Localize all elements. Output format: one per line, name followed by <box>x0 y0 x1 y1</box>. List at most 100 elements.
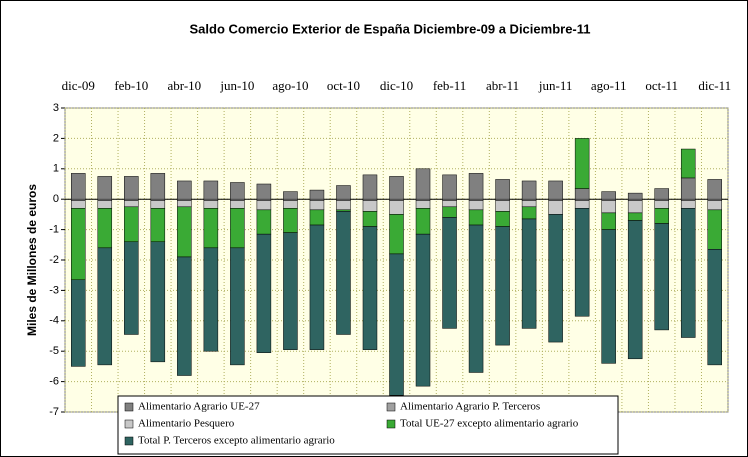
chart-title: Saldo Comercio Exterior de España Diciem… <box>190 21 591 36</box>
bar-segment <box>548 200 563 215</box>
x-tick-label: oct-11 <box>645 78 678 93</box>
bar-segment <box>654 223 669 331</box>
bar-segment <box>177 200 192 208</box>
bar-segment <box>389 214 404 255</box>
bar-segment <box>177 206 192 258</box>
legend-swatch <box>124 402 134 412</box>
bar-segment <box>336 185 351 200</box>
bar-segment <box>283 232 298 350</box>
y-tick-label: -7 <box>49 406 59 418</box>
bar-segment <box>654 208 669 224</box>
y-tick-label: 1 <box>53 163 59 175</box>
legend-swatch <box>124 436 134 446</box>
x-tick-label: feb-10 <box>114 78 148 93</box>
y-tick-label: -6 <box>49 376 59 388</box>
bar-segment <box>309 209 325 226</box>
legend-label: Alimentario Agrario P. Terceros <box>400 401 540 413</box>
y-tick-label: -5 <box>49 345 59 357</box>
y-tick-label: -2 <box>49 254 59 266</box>
x-tick-label: oct-10 <box>327 78 360 93</box>
bar-segment <box>177 180 192 200</box>
bar-segment <box>442 217 457 329</box>
bar-segment <box>203 180 219 200</box>
bar-segment <box>230 247 245 366</box>
bar-segment <box>680 200 696 209</box>
bar-segment <box>97 247 113 366</box>
bar-segment <box>362 174 378 200</box>
bar-segment <box>442 200 457 208</box>
bar-segment <box>601 191 616 200</box>
bar-segment <box>203 247 219 352</box>
bar-segment <box>283 200 298 209</box>
bar-segment <box>336 200 351 211</box>
bar-segment <box>256 233 272 353</box>
bar-segment <box>283 208 298 233</box>
bar-segment <box>680 177 696 200</box>
bar-segment <box>442 206 457 218</box>
bar-segment <box>707 179 722 200</box>
x-tick-label: feb-11 <box>433 78 466 93</box>
bar-segment <box>627 192 643 200</box>
legend-label: Total P. Terceros excepto alimentario ag… <box>138 435 335 447</box>
bar-segment <box>362 200 378 212</box>
bar-segment <box>574 200 590 209</box>
legend-label: Alimentario Pesquero <box>138 418 235 430</box>
x-tick-label: abr-10 <box>168 78 202 93</box>
bar-segment <box>495 179 510 200</box>
bar-segment <box>203 208 219 249</box>
bar-segment <box>707 209 722 250</box>
legend-label: Total UE-27 excepto alimentario agrario <box>400 418 579 430</box>
bar-segment <box>627 220 643 360</box>
bar-segment <box>177 256 192 376</box>
x-tick-label: dic-10 <box>380 78 413 93</box>
y-tick-label: -4 <box>49 315 59 327</box>
legend-label: Alimentario Agrario UE-27 <box>138 401 260 413</box>
y-tick-label: 2 <box>53 132 59 144</box>
bar-segment <box>521 206 537 220</box>
bar-segment <box>150 241 166 363</box>
bar-segment <box>362 226 378 350</box>
bar-segment <box>415 233 431 387</box>
bar-segment <box>230 200 245 209</box>
bar-segment <box>124 176 139 200</box>
bar-segment <box>71 173 86 200</box>
y-tick-label: -1 <box>49 224 59 236</box>
bar-segment <box>309 200 325 211</box>
bar-segment <box>309 189 325 200</box>
bar-segment <box>521 180 537 200</box>
bar-segment <box>71 208 86 281</box>
y-axis-label: Miles de Millones de euros <box>25 184 39 336</box>
bar-segment <box>415 200 431 209</box>
bar-segment <box>389 200 404 215</box>
bar-segment <box>442 174 457 200</box>
bar-segment <box>680 208 696 338</box>
bar-segment <box>521 200 537 208</box>
bar-segment <box>495 226 510 346</box>
x-tick-label: dic-11 <box>698 78 731 93</box>
bar-segment <box>124 200 139 208</box>
bar-segment <box>230 182 245 200</box>
bar-segment <box>150 208 166 243</box>
bar-segment <box>574 208 590 317</box>
bar-segment <box>468 224 484 373</box>
bar-segment <box>389 253 404 396</box>
bar-segment <box>71 200 86 209</box>
bar-segment <box>468 200 484 211</box>
bar-segment <box>309 224 325 350</box>
bar-segment <box>362 211 378 227</box>
bar-segment <box>601 229 616 364</box>
bar-segment <box>150 173 166 200</box>
bar-segment <box>283 191 298 200</box>
legend-swatch <box>124 419 134 429</box>
bar-segment <box>601 200 616 214</box>
bar-segment <box>495 200 510 212</box>
bar-segment <box>336 211 351 335</box>
x-tick-label: ago-10 <box>272 78 308 93</box>
legend-swatch <box>386 419 396 429</box>
bar-segment <box>389 176 404 200</box>
y-tick-label: -3 <box>49 284 59 296</box>
bar-segment <box>468 173 484 200</box>
bar-segment <box>468 209 484 226</box>
bar-segment <box>574 138 590 189</box>
bar-segment <box>680 148 696 179</box>
